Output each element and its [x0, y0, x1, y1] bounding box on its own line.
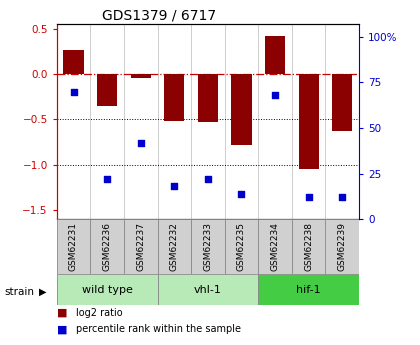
Text: GSM62234: GSM62234	[270, 222, 280, 271]
Text: log2 ratio: log2 ratio	[76, 308, 122, 318]
Text: hif-1: hif-1	[297, 285, 321, 295]
Text: GSM62236: GSM62236	[102, 222, 112, 271]
Text: strain: strain	[4, 287, 34, 296]
Bar	[332, 74, 352, 131]
Text: vhl-1: vhl-1	[194, 285, 222, 295]
Bar	[299, 74, 319, 169]
Point	[205, 176, 211, 182]
Bar	[326, 219, 359, 274]
Point	[171, 184, 178, 189]
Point	[104, 176, 110, 182]
Point	[137, 140, 144, 145]
Point	[339, 195, 346, 200]
Bar	[90, 219, 124, 274]
Text: GSM62238: GSM62238	[304, 222, 313, 271]
Bar	[97, 74, 117, 106]
Bar	[57, 219, 90, 274]
Text: wild type: wild type	[81, 285, 133, 295]
Text: GSM62231: GSM62231	[69, 222, 78, 271]
Text: GSM62237: GSM62237	[136, 222, 145, 271]
Bar	[164, 74, 184, 121]
Text: ■: ■	[57, 308, 67, 318]
Bar	[258, 219, 292, 274]
Text: ■: ■	[57, 325, 67, 334]
Bar	[198, 74, 218, 122]
Bar	[158, 219, 191, 274]
Text: ▶: ▶	[39, 287, 46, 296]
Point	[70, 89, 77, 94]
Bar	[131, 74, 151, 78]
Text: GSM62233: GSM62233	[203, 222, 213, 271]
Bar	[124, 219, 158, 274]
Bar	[231, 74, 252, 145]
Text: GSM62232: GSM62232	[170, 222, 179, 271]
Bar	[225, 219, 258, 274]
Bar	[191, 219, 225, 274]
Text: GSM62239: GSM62239	[338, 222, 347, 271]
Bar	[292, 219, 326, 274]
Text: percentile rank within the sample: percentile rank within the sample	[76, 325, 241, 334]
Point	[272, 92, 278, 98]
Text: GDS1379 / 6717: GDS1379 / 6717	[102, 9, 216, 23]
Point	[305, 195, 312, 200]
Point	[238, 191, 245, 196]
Bar	[57, 274, 158, 305]
Bar	[258, 274, 359, 305]
Bar	[63, 50, 84, 74]
Bar	[265, 36, 285, 74]
Text: GSM62235: GSM62235	[237, 222, 246, 271]
Bar	[158, 274, 258, 305]
